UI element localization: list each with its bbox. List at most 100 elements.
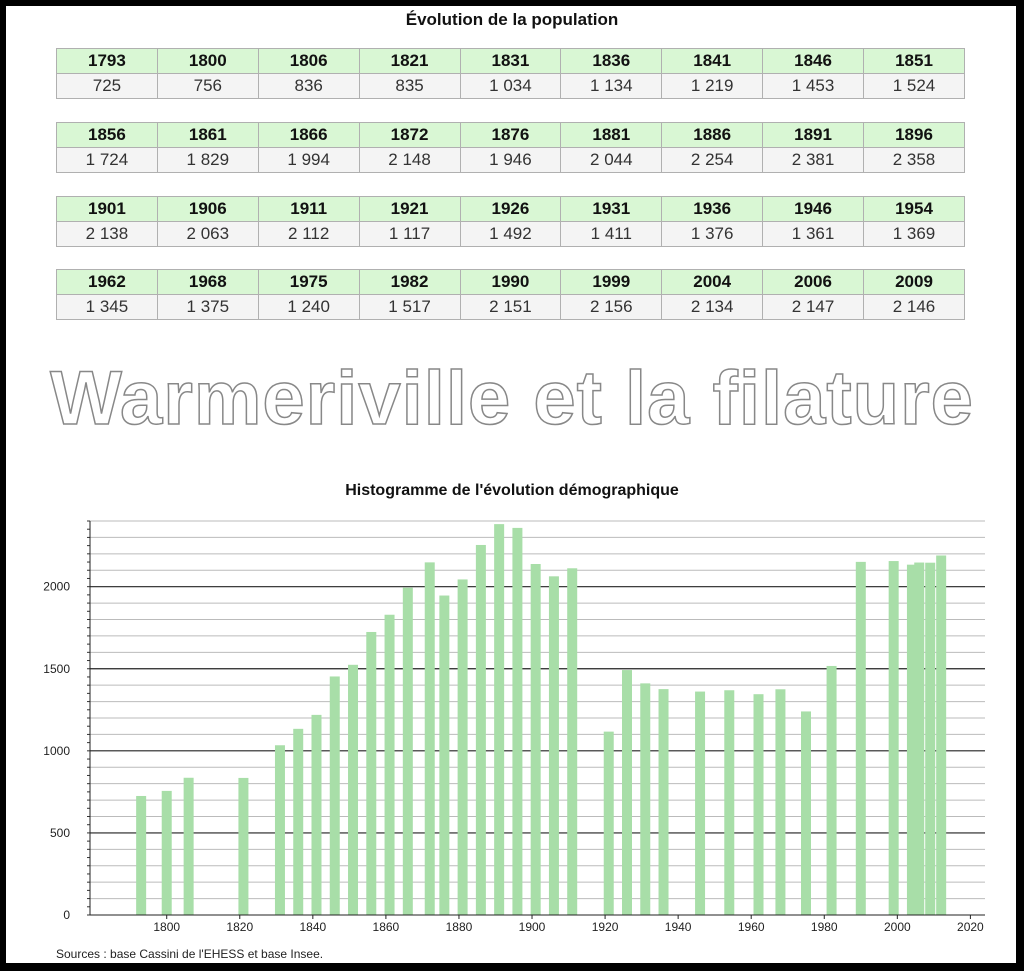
bar xyxy=(439,595,450,915)
year-cell: 1841 xyxy=(661,48,764,74)
y-tick-label: 2000 xyxy=(43,580,70,594)
population-cell: 2 358 xyxy=(863,147,965,173)
x-tick-label: 1880 xyxy=(446,920,473,934)
bar xyxy=(914,562,925,915)
x-tick-label: 2000 xyxy=(884,920,911,934)
bar xyxy=(548,576,559,915)
bar xyxy=(603,731,614,915)
year-cell: 1906 xyxy=(156,196,259,222)
year-cell: 1881 xyxy=(560,122,663,148)
population-cell: 2 381 xyxy=(762,147,864,173)
population-cell: 836 xyxy=(257,73,360,99)
y-tick-label: 1500 xyxy=(43,662,70,676)
year-cell: 2009 xyxy=(863,269,965,295)
population-cell: 2 151 xyxy=(459,294,562,320)
year-cell: 1851 xyxy=(863,48,965,74)
year-cell: 1793 xyxy=(56,48,158,74)
x-tick-label: 1860 xyxy=(373,920,400,934)
year-cell: 1975 xyxy=(257,269,360,295)
y-tick-label: 1000 xyxy=(43,744,70,758)
y-tick-label: 0 xyxy=(63,908,70,922)
bar xyxy=(136,795,147,915)
bar xyxy=(658,689,669,915)
population-cell: 2 147 xyxy=(762,294,864,320)
population-cell: 1 411 xyxy=(560,221,663,247)
x-tick-label: 2020 xyxy=(957,920,984,934)
x-tick-label: 1900 xyxy=(519,920,546,934)
population-cell: 1 134 xyxy=(560,73,663,99)
year-cell: 1921 xyxy=(358,196,461,222)
chart-title: Histogramme de l'évolution démographique xyxy=(345,482,679,499)
bar xyxy=(724,690,735,915)
population-cell: 1 345 xyxy=(56,294,158,320)
bar xyxy=(801,711,811,915)
year-cell: 1891 xyxy=(762,122,864,148)
bar xyxy=(906,564,917,915)
population-cell: 1 524 xyxy=(863,73,965,99)
bar xyxy=(457,579,468,915)
x-tick-label: 1920 xyxy=(592,920,619,934)
year-cell: 2006 xyxy=(762,269,864,295)
bar xyxy=(640,683,651,915)
year-cell: 1990 xyxy=(459,269,562,295)
year-cell: 1876 xyxy=(459,122,562,148)
population-cell: 2 063 xyxy=(156,221,259,247)
population-cell: 2 254 xyxy=(661,147,764,173)
value-row: 2 138 2 063 2 112 1 117 1 492 1 411 1 376 1 361… xyxy=(56,221,965,247)
bar xyxy=(348,664,359,915)
bar xyxy=(366,631,377,915)
bar xyxy=(384,614,395,915)
population-cell: 1 994 xyxy=(257,147,360,173)
year-cell: 1911 xyxy=(257,196,360,222)
population-cell: 835 xyxy=(358,73,461,99)
population-cell: 2 156 xyxy=(560,294,663,320)
watermark-title: Warmeriville et la filature xyxy=(49,355,974,442)
population-cell: 1 724 xyxy=(56,147,158,173)
population-cell: 1 375 xyxy=(156,294,259,320)
table-title: Évolution de la population xyxy=(405,10,619,29)
bar xyxy=(888,561,899,915)
population-cell: 1 369 xyxy=(863,221,965,247)
year-cell: 1856 xyxy=(56,122,158,148)
year-cell: 1806 xyxy=(257,48,360,74)
population-cell: 1 219 xyxy=(661,73,764,99)
population-cell: 725 xyxy=(56,73,158,99)
bar xyxy=(936,555,947,915)
population-table: 1901 1906 1911 1921 1926 1931 1936 1946 1954 2 13… xyxy=(56,196,965,247)
year-cell: 1896 xyxy=(863,122,965,148)
population-cell: 2 138 xyxy=(56,221,158,247)
bar xyxy=(494,524,505,915)
year-cell: 1866 xyxy=(257,122,360,148)
year-cell: 1968 xyxy=(156,269,259,295)
population-cell: 1 492 xyxy=(459,221,562,247)
bar xyxy=(775,689,786,915)
year-row: 1962 1968 1975 1982 1990 1999 2004 2006 2009 xyxy=(56,269,965,295)
year-cell: 1821 xyxy=(358,48,461,74)
population-cell: 2 134 xyxy=(661,294,764,320)
year-cell: 1982 xyxy=(358,269,461,295)
x-tick-label: 1980 xyxy=(811,920,838,934)
bar xyxy=(695,691,706,915)
year-row: 1901 1906 1911 1921 1926 1931 1936 1946 1954 xyxy=(56,196,965,222)
year-cell: 1831 xyxy=(459,48,562,74)
year-row: 1793 1800 1806 1821 1831 1836 1841 1846 1851 xyxy=(56,48,965,74)
x-tick-label: 1800 xyxy=(153,920,180,934)
bar xyxy=(238,777,249,915)
x-tick-label: 1820 xyxy=(226,920,253,934)
year-cell: 1836 xyxy=(560,48,663,74)
population-cell: 1 829 xyxy=(156,147,259,173)
bar xyxy=(293,728,304,915)
bar xyxy=(622,670,632,915)
bar xyxy=(402,587,413,915)
population-cell: 1 517 xyxy=(358,294,461,320)
bar xyxy=(274,745,285,915)
bar xyxy=(311,714,322,915)
population-cell: 2 112 xyxy=(257,221,360,247)
population-cell: 2 146 xyxy=(863,294,965,320)
bar xyxy=(826,665,837,915)
population-table: 1856 1861 1866 1872 1876 1881 1886 1891 1896 1 72… xyxy=(56,122,965,173)
year-cell: 1999 xyxy=(560,269,663,295)
population-cell: 1 240 xyxy=(257,294,360,320)
year-cell: 1846 xyxy=(762,48,864,74)
